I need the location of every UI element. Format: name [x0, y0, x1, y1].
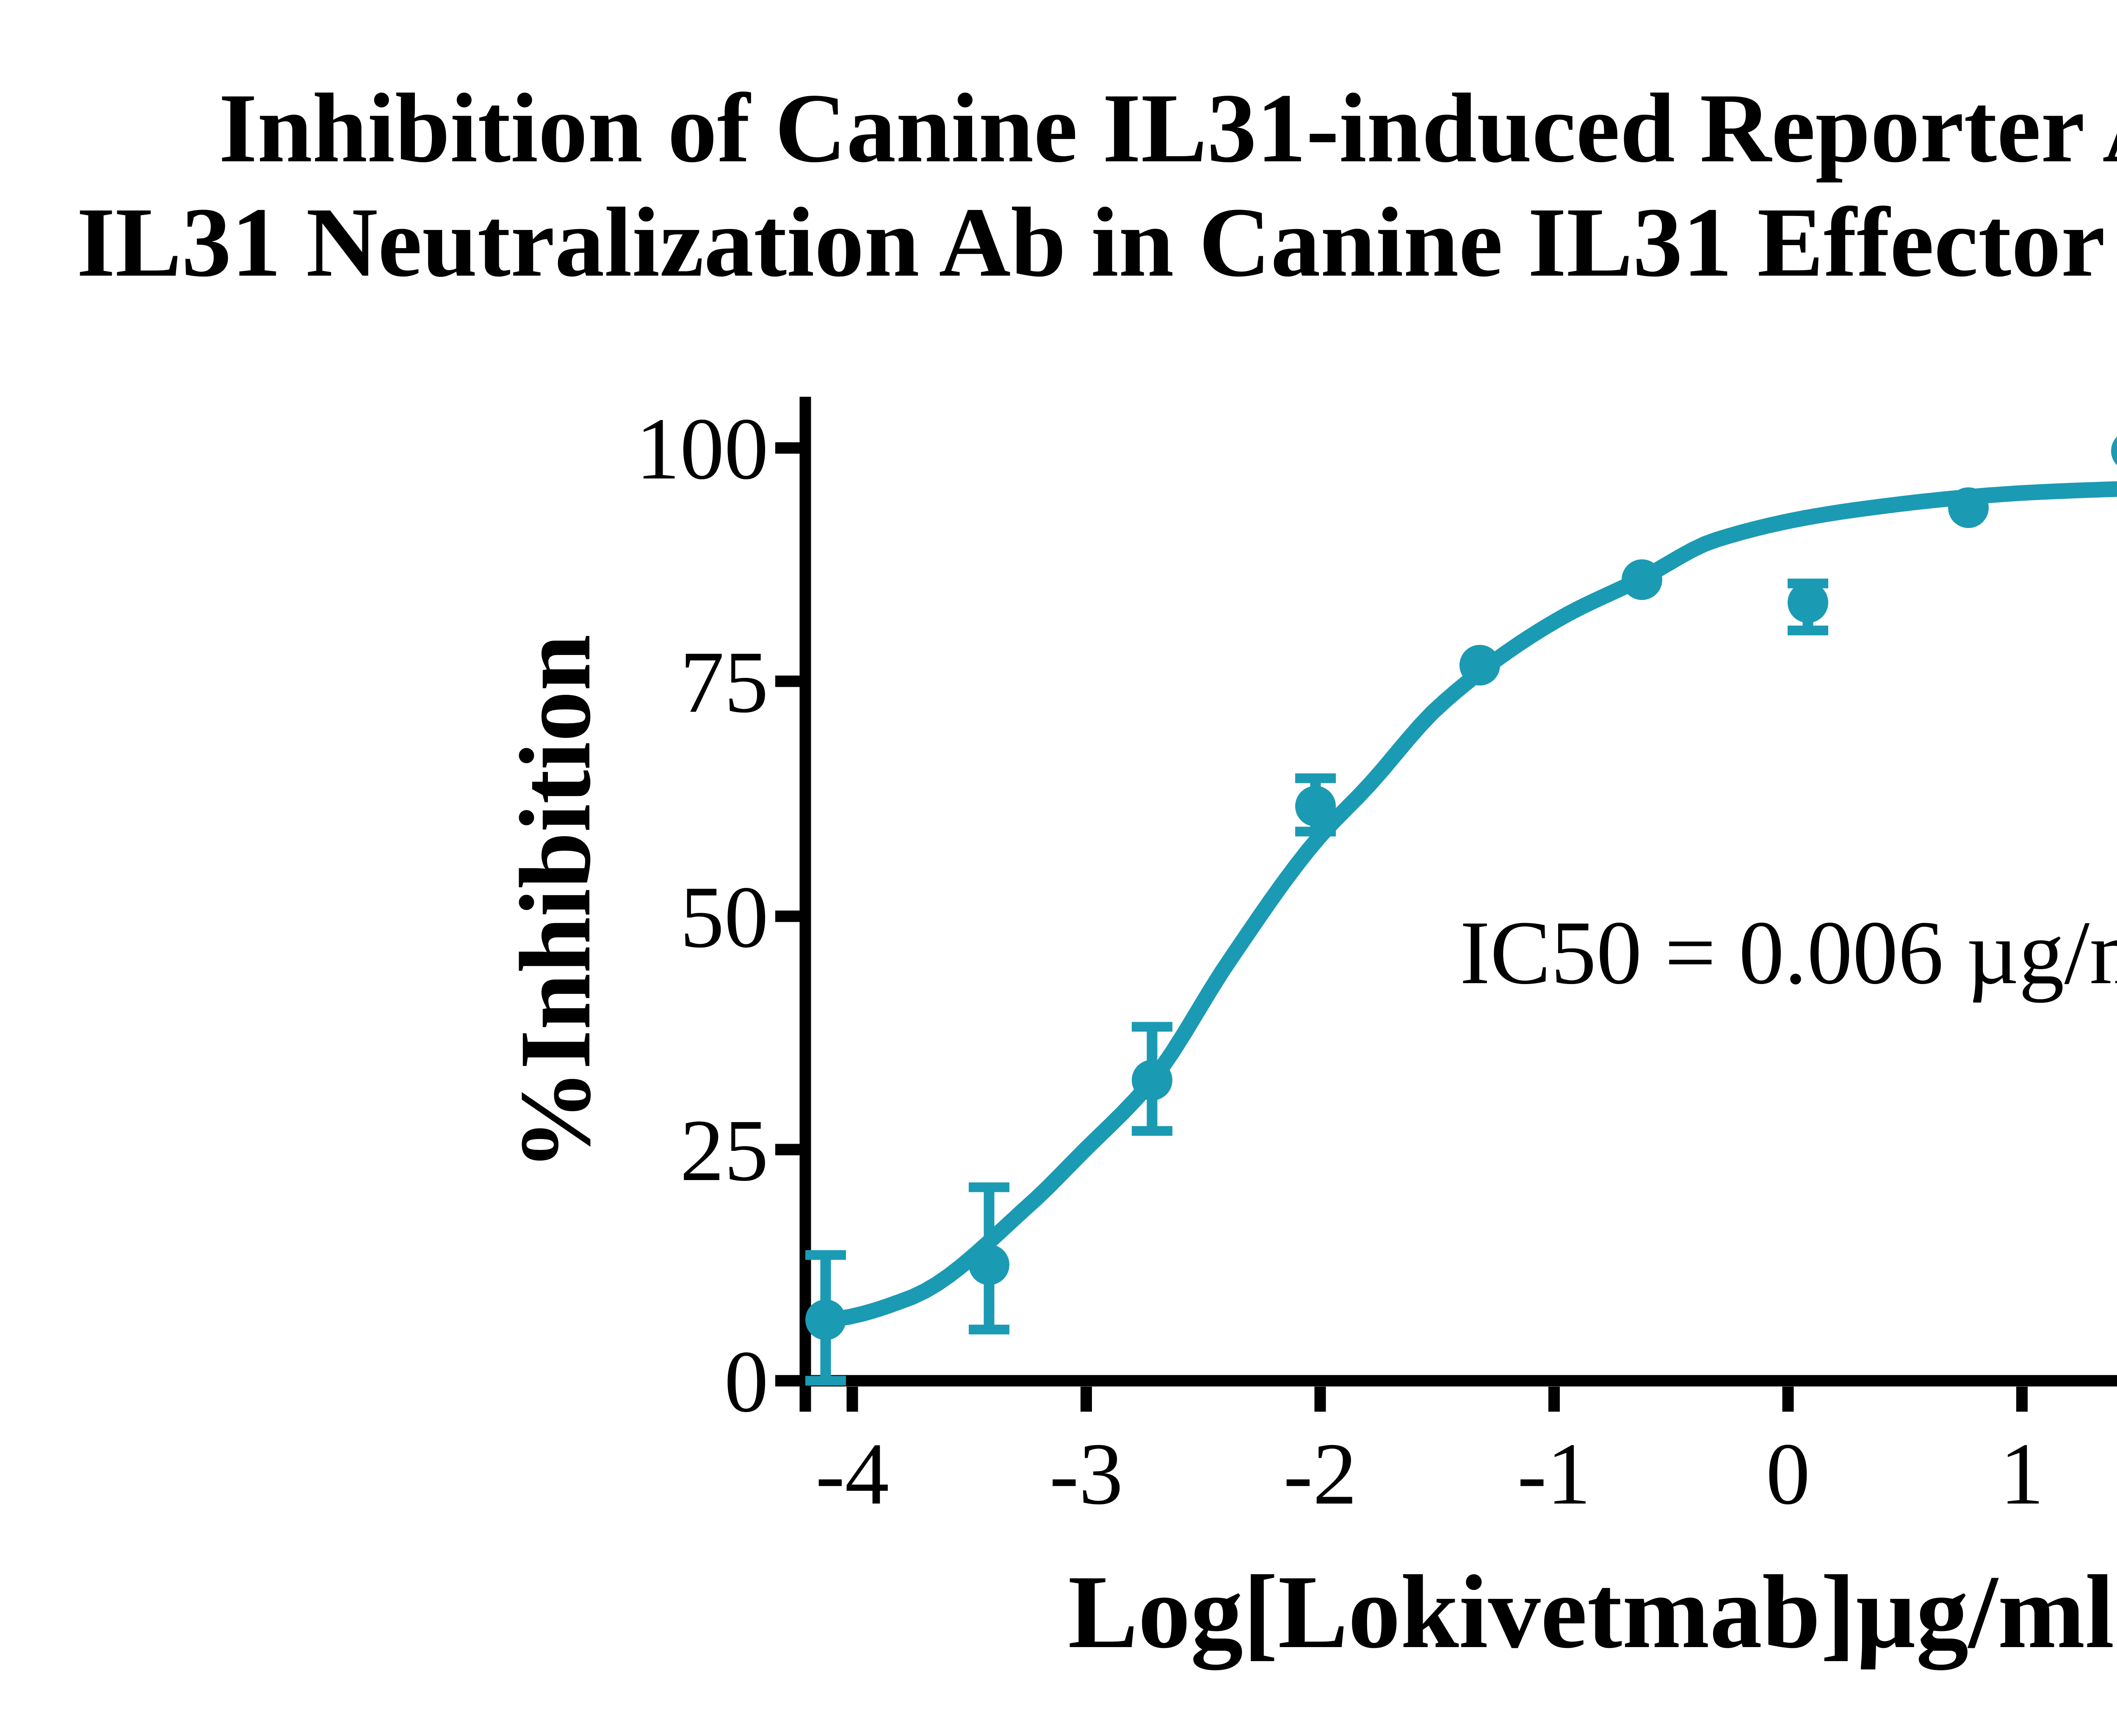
svg-text:100: 100 [636, 400, 769, 498]
svg-text:0: 0 [724, 1333, 769, 1431]
svg-text:0: 0 [1766, 1425, 1810, 1523]
svg-text:Log[Lokivetmab]µg/ml: Log[Lokivetmab]µg/ml [1068, 1554, 2114, 1670]
svg-text:-1: -1 [1517, 1425, 1591, 1523]
svg-text:Inhibition of Canine IL31-indu: Inhibition of Canine IL31-induced Report… [219, 73, 2117, 183]
svg-text:IC50 = 0.006 µg/ml: IC50 = 0.006 µg/ml [1460, 902, 2117, 1003]
svg-text:-4: -4 [815, 1425, 889, 1523]
svg-text:-2: -2 [1283, 1425, 1357, 1523]
svg-text:-3: -3 [1049, 1425, 1123, 1523]
svg-text:25: 25 [680, 1102, 768, 1200]
svg-text:IL31 Neutralization Ab in Cani: IL31 Neutralization Ab in Canine IL31 Ef… [77, 187, 2117, 297]
svg-text:50: 50 [680, 868, 768, 966]
svg-text:75: 75 [680, 633, 768, 731]
svg-text:1: 1 [2000, 1425, 2044, 1523]
svg-text:%Inhibition: %Inhibition [499, 634, 611, 1171]
